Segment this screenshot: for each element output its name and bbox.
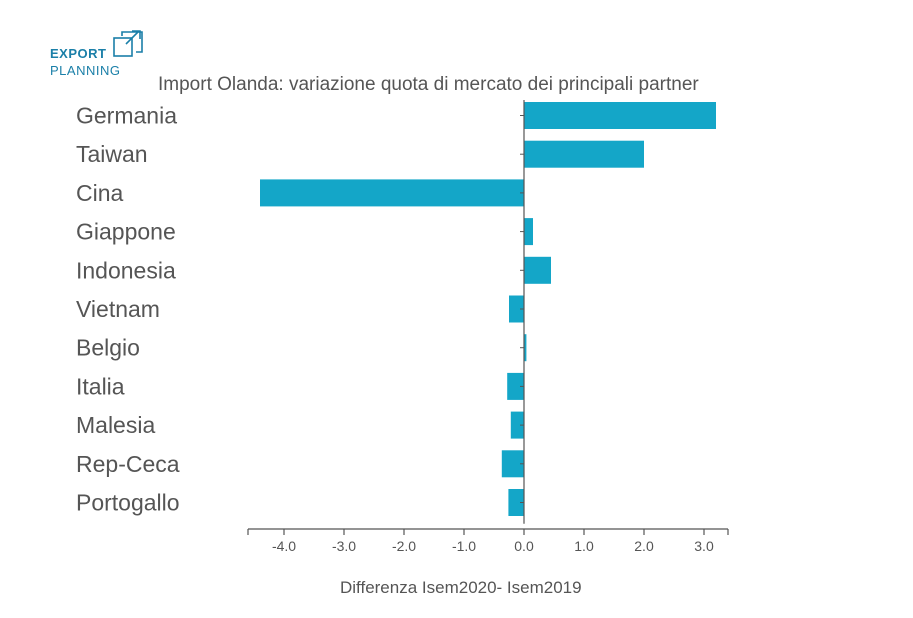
chart-title: Import Olanda: variazione quota di merca…: [158, 74, 699, 95]
category-label: Rep-Ceca: [76, 451, 180, 477]
bar-taiwan: [524, 140, 644, 168]
category-label: Vietnam: [76, 296, 160, 322]
bar-italia: [507, 372, 524, 400]
bar-vietnam: [509, 295, 524, 323]
bar-giappone: [524, 218, 533, 246]
export-planning-logo-icon: [113, 30, 143, 57]
bar-germania: [524, 102, 716, 129]
x-tick-label: -1.0: [452, 538, 476, 554]
category-label: Giappone: [76, 219, 176, 245]
bar-malesia: [510, 411, 524, 439]
x-axis-label: Differenza Isem2020- Isem2019: [340, 578, 582, 597]
x-tick-label: -3.0: [332, 538, 356, 554]
category-label: Portogallo: [76, 490, 180, 516]
bar-rep-ceca: [501, 450, 524, 478]
bars-group: [260, 102, 716, 516]
x-tick-label: 2.0: [634, 538, 654, 554]
category-label: Germania: [76, 103, 177, 129]
category-label: Malesia: [76, 412, 155, 438]
x-tick-label: 1.0: [574, 538, 594, 554]
bar-belgio: [524, 334, 527, 362]
x-tick-label: -4.0: [272, 538, 296, 554]
logo-word-planning: PLANNING: [50, 63, 121, 78]
logo-word-export: EXPORT: [50, 46, 107, 61]
axes-group: -4.0 -3.0 -2.0 -1.0 0.0 1.0 2.0 3.0: [247, 100, 729, 554]
x-tick-label: 3.0: [694, 538, 714, 554]
x-tick-label: 0.0: [514, 538, 534, 554]
category-label: Cina: [76, 180, 124, 206]
category-label: Indonesia: [76, 257, 176, 283]
bar-cina: [260, 179, 524, 207]
bar-indonesia: [524, 256, 551, 284]
category-label: Taiwan: [76, 141, 148, 167]
category-label: Belgio: [76, 335, 140, 361]
category-label: Italia: [76, 373, 125, 399]
category-labels-group: Germania Taiwan Cina Giappone Indonesia Vietn…: [76, 103, 180, 516]
bar-portogallo: [508, 489, 524, 516]
x-tick-label: -2.0: [392, 538, 416, 554]
